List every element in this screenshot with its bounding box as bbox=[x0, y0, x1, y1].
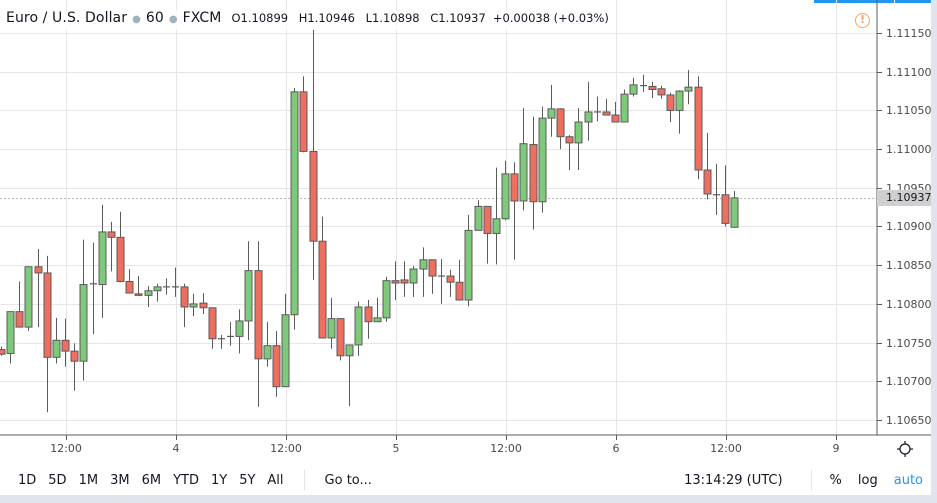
frame-border-right bbox=[931, 0, 937, 503]
utc-clock[interactable]: 13:14:29 (UTC) bbox=[684, 472, 783, 488]
data-source: FXCM bbox=[182, 10, 222, 26]
price-tick-label: 1.10850 bbox=[886, 258, 932, 272]
low-value: L1.10898 bbox=[365, 11, 420, 25]
time-tick-label: 6 bbox=[612, 442, 620, 455]
price-tick-label: 1.10800 bbox=[886, 297, 932, 311]
separator-dot: ● bbox=[132, 14, 141, 25]
percent-scale-toggle[interactable]: % bbox=[829, 472, 842, 488]
range-1d[interactable]: 1D bbox=[18, 472, 37, 488]
log-scale-toggle[interactable]: log bbox=[857, 472, 878, 488]
frame-border-bottom bbox=[0, 495, 937, 503]
bottom-toolbar: 1D 5D 1M 3M 6M YTD 1Y 5Y All Go to... 13… bbox=[0, 465, 930, 495]
range-5y[interactable]: 5Y bbox=[239, 472, 256, 488]
price-tick-label: 1.11150 bbox=[886, 26, 932, 40]
auto-scale-toggle[interactable]: auto bbox=[893, 472, 923, 488]
range-6m[interactable]: 6M bbox=[141, 472, 162, 488]
interval[interactable]: 60 bbox=[145, 10, 164, 26]
divider bbox=[810, 470, 812, 490]
range-5d[interactable]: 5D bbox=[48, 472, 67, 488]
range-3m[interactable]: 3M bbox=[110, 472, 130, 488]
price-tick-label: 1.11050 bbox=[886, 103, 932, 117]
toolbar-tab-active-2[interactable] bbox=[895, 0, 933, 3]
price-tick-label: 1.10750 bbox=[886, 336, 932, 350]
close-value: C1.10937 bbox=[430, 11, 486, 25]
time-tick-label: 12:00 bbox=[710, 442, 742, 455]
change-value: +0.00038 (+0.03%) bbox=[492, 11, 609, 25]
time-tick-label: 12:00 bbox=[490, 442, 522, 455]
axis-ticks bbox=[66, 33, 882, 440]
price-tick-label: 1.10900 bbox=[886, 219, 932, 233]
chart-grid bbox=[0, 0, 877, 435]
time-tick-label: 9 bbox=[832, 442, 840, 455]
last-price-label: 1.10937 bbox=[877, 190, 933, 206]
symbol-title[interactable]: Euro / U.S. Dollar bbox=[6, 10, 128, 26]
candles bbox=[0, 29, 739, 413]
price-tick-label: 1.10700 bbox=[886, 374, 932, 388]
axis-settings-icon[interactable] bbox=[896, 440, 914, 458]
top-accent-bar bbox=[0, 0, 937, 3]
ohlc-values: O1.10899 H1.10946 L1.10898 C1.10937 bbox=[231, 11, 492, 25]
right-tools: 13:14:29 (UTC) % log auto bbox=[684, 465, 930, 495]
range-1m[interactable]: 1M bbox=[78, 472, 99, 488]
price-tick-label: 1.11100 bbox=[886, 65, 932, 79]
warning-icon[interactable]: ! bbox=[855, 13, 870, 28]
chart-legend: Euro / U.S. Dollar ● 60 ● FXCM O1.10899 … bbox=[6, 10, 609, 30]
time-tick-label: 4 bbox=[172, 442, 180, 455]
time-tick-label: 5 bbox=[392, 442, 400, 455]
range-all[interactable]: All bbox=[267, 472, 284, 488]
separator-dot: ● bbox=[168, 14, 178, 25]
price-tick-label: 1.10650 bbox=[886, 413, 932, 427]
goto-button[interactable]: Go to... bbox=[324, 472, 372, 488]
divider bbox=[303, 470, 305, 490]
range-1y[interactable]: 1Y bbox=[210, 472, 228, 488]
candlestick-chart[interactable] bbox=[0, 0, 931, 465]
toolbar-tab-active[interactable] bbox=[814, 0, 894, 3]
time-tick-label: 12:00 bbox=[50, 442, 82, 455]
price-tick-label: 1.11000 bbox=[886, 142, 932, 156]
high-value: H1.10946 bbox=[298, 11, 355, 25]
range-ytd[interactable]: YTD bbox=[173, 472, 199, 488]
open-value: O1.10899 bbox=[231, 11, 289, 25]
time-tick-label: 12:00 bbox=[270, 442, 302, 455]
